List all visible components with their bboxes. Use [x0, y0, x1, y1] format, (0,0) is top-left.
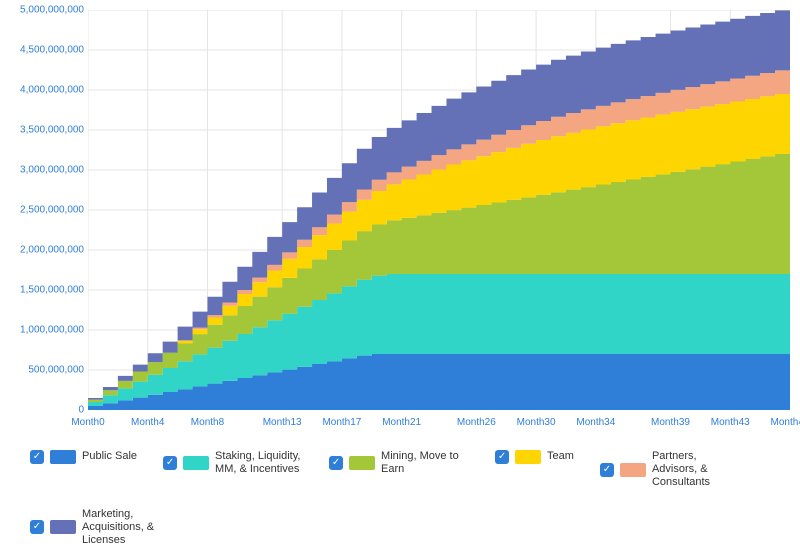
token-release-chart: 0 500,000,000 1,000,000,000 1,500,000,000 2,…	[0, 0, 800, 440]
y-tick-label: 1,000,000,000	[20, 325, 84, 336]
legend-label: Mining, Move to Earn	[381, 450, 469, 476]
legend-label: Marketing, Acquisitions, & Licenses	[82, 508, 170, 548]
x-tick-label: Month39	[651, 417, 690, 428]
x-tick-label: Month8	[191, 417, 224, 428]
legend-swatch	[50, 450, 76, 464]
x-tick-label: Month47	[771, 417, 800, 428]
y-tick-label: 3,000,000,000	[20, 165, 84, 176]
legend-item-marketing[interactable]: ✓ Marketing, Acquisitions, & Licenses	[30, 508, 170, 548]
checkbox-icon[interactable]: ✓	[163, 456, 177, 470]
legend-label: Staking, Liquidity, MM, & Incentives	[215, 450, 303, 476]
checkbox-icon[interactable]: ✓	[600, 463, 614, 477]
x-tick-label: Month30	[517, 417, 556, 428]
checkbox-icon[interactable]: ✓	[30, 520, 44, 534]
legend-label: Public Sale	[82, 450, 137, 463]
checkbox-icon[interactable]: ✓	[495, 450, 509, 464]
legend-swatch	[183, 456, 209, 470]
plot-area	[88, 10, 790, 410]
x-tick-label: Month43	[711, 417, 750, 428]
x-tick-label: Month17	[322, 417, 361, 428]
x-tick-label: Month0	[71, 417, 104, 428]
legend-item-partners[interactable]: ✓ Partners, Advisors, & Consultants	[600, 450, 740, 490]
y-tick-label: 2,000,000,000	[20, 245, 84, 256]
legend-item-public_sale[interactable]: ✓ Public Sale	[30, 450, 137, 464]
stacked-area-svg	[88, 10, 790, 410]
y-tick-label: 2,500,000,000	[20, 205, 84, 216]
legend-swatch	[50, 520, 76, 534]
y-tick-label: 4,000,000,000	[20, 85, 84, 96]
legend-swatch	[515, 450, 541, 464]
legend-item-team[interactable]: ✓ Team	[495, 450, 574, 464]
legend-label: Partners, Advisors, & Consultants	[652, 450, 740, 490]
x-tick-label: Month21	[382, 417, 421, 428]
y-tick-label: 3,500,000,000	[20, 125, 84, 136]
legend-item-staking[interactable]: ✓ Staking, Liquidity, MM, & Incentives	[163, 450, 303, 476]
chart-legend: ✓ Public Sale ✓ Staking, Liquidity, MM, & I…	[0, 440, 800, 557]
legend-label: Team	[547, 450, 574, 463]
x-tick-label: Month4	[131, 417, 164, 428]
x-tick-label: Month26	[457, 417, 496, 428]
y-tick-label: 4,500,000,000	[20, 45, 84, 56]
x-tick-label: Month13	[263, 417, 302, 428]
legend-swatch	[349, 456, 375, 470]
checkbox-icon[interactable]: ✓	[329, 456, 343, 470]
legend-item-mining[interactable]: ✓ Mining, Move to Earn	[329, 450, 469, 476]
y-tick-label: 1,500,000,000	[20, 285, 84, 296]
x-tick-label: Month34	[576, 417, 615, 428]
checkbox-icon[interactable]: ✓	[30, 450, 44, 464]
y-tick-label: 0	[78, 405, 84, 416]
y-tick-label: 500,000,000	[28, 365, 84, 376]
y-tick-label: 5,000,000,000	[20, 5, 84, 16]
legend-swatch	[620, 463, 646, 477]
